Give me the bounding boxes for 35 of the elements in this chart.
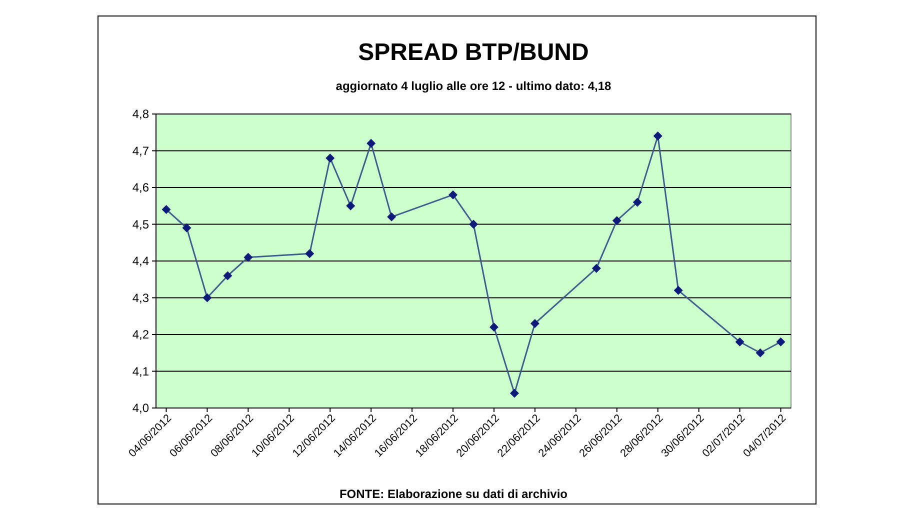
point xyxy=(182,223,192,232)
point xyxy=(469,220,478,229)
y-tick-label: 4,4 xyxy=(132,254,150,268)
y-tick-label: 4,8 xyxy=(132,107,150,122)
point xyxy=(448,190,458,200)
y-tick-label: 4,3 xyxy=(132,290,150,305)
point xyxy=(612,216,622,226)
point xyxy=(776,337,786,346)
y-tick-label: 4,6 xyxy=(132,180,150,195)
y-tick-label: 4,5 xyxy=(132,217,150,232)
point xyxy=(162,205,171,214)
source-note: FONTE: Elaborazione su dati di archivio xyxy=(339,487,568,501)
y-tick-label: 4,7 xyxy=(132,144,150,158)
y-tick-label: 4,2 xyxy=(132,328,150,342)
point xyxy=(366,138,376,148)
point xyxy=(346,201,356,210)
chart-subtitle: aggiornato 4 luglio alle ore 12 - ultimo dato: 4,18 xyxy=(336,79,612,93)
point xyxy=(510,388,519,398)
point xyxy=(387,212,396,222)
point xyxy=(592,264,601,273)
point xyxy=(756,348,765,358)
point xyxy=(305,249,314,258)
point xyxy=(326,154,335,163)
point xyxy=(489,322,498,332)
point xyxy=(530,318,540,328)
point xyxy=(674,286,683,295)
point xyxy=(735,337,744,346)
chart-title: SPREAD BTP/BUND xyxy=(358,39,589,66)
y-tick-label: 4,0 xyxy=(132,401,150,416)
y-tick-label: 4,1 xyxy=(132,364,150,378)
point xyxy=(202,293,212,302)
point xyxy=(223,271,232,280)
point xyxy=(653,132,662,141)
point xyxy=(632,198,642,207)
point xyxy=(244,252,253,262)
